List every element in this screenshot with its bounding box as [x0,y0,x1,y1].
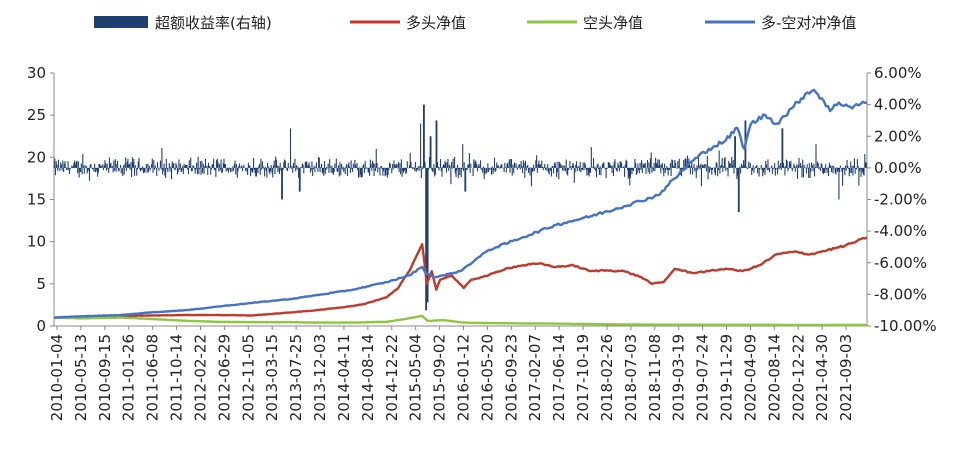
x-ticks: 2010-01-04 2010-05-13 2010-09-15 2011-01-26… [48,326,855,421]
x-tick-label: 2014-04-11 [335,334,353,421]
x-tick-label: 2013-07-25 [287,334,305,421]
right-y-tick-label: -8.00% [874,285,927,303]
legend-item-hedge-nav[interactable]: 多-空对冲净值 [705,14,856,32]
x-tick-label: 2016-05-20 [478,334,496,421]
x-tick-label: 2018-11-08 [646,334,664,421]
left-y-tick-label: 10 [27,233,46,251]
x-tick-label: 2010-09-15 [96,334,114,421]
x-tick-label: 2020-04-09 [741,334,759,421]
x-tick-label: 2015-09-02 [431,334,449,421]
legend-item-long-nav[interactable]: 多头净值 [350,14,466,32]
x-tick-label: 2020-08-14 [765,334,783,421]
left-y-tick-label: 25 [27,106,46,124]
excess-return-bars [53,104,867,311]
right-y-tick-label: 4.00% [874,96,922,114]
x-tick-label: 2020-12-22 [789,334,807,421]
x-tick-label: 2017-10-19 [574,334,592,421]
right-y-tick-label: -6.00% [874,254,927,272]
right-y-tick-label: 6.00% [874,64,922,82]
legend-item-excess-return[interactable]: 超额收益率(右轴) [94,14,272,32]
x-tick-label: 2010-01-04 [48,334,66,421]
x-tick-label: 2019-03-19 [670,334,688,421]
legend-label-hedge-nav: 多-空对冲净值 [761,14,856,32]
x-tick-label: 2012-02-22 [191,334,209,421]
x-tick-label: 2018-07-03 [622,334,640,421]
x-tick-label: 2016-09-23 [502,334,520,421]
left-y-ticks: 0 5 10 15 20 25 30 [27,64,54,335]
x-tick-label: 2012-11-05 [239,334,257,421]
series-line-short-nav [53,314,867,327]
x-tick-label: 2011-06-08 [144,334,162,421]
right-y-ticks: -10.00% -8.00% -6.00% -4.00% -2.00% 0.00% 2.00… [867,64,937,335]
right-y-tick-label: -10.00% [874,317,937,335]
series-line-hedge-nav [54,88,868,319]
left-y-tick-label: 0 [36,317,46,335]
right-y-tick-label: -4.00% [874,222,927,240]
x-tick-label: 2019-11-29 [718,334,736,421]
left-y-tick-label: 30 [27,64,46,82]
x-tick-label: 2013-03-15 [263,334,281,421]
x-tick-label: 2011-10-14 [168,334,186,421]
right-y-tick-label: -2.00% [874,191,927,209]
series-line-long-nav [54,236,868,319]
legend: 超额收益率(右轴) 多头净值 空头净值 多-空对冲净值 [94,14,856,32]
x-tick-label: 2013-12-03 [311,334,329,421]
x-tick-label: 2012-06-29 [215,334,233,421]
x-tick-label: 2010-05-13 [72,334,90,421]
left-y-tick-label: 15 [27,191,46,209]
legend-swatch-excess-return [94,16,148,28]
x-tick-label: 2017-02-07 [526,334,544,421]
x-tick-label: 2021-04-30 [813,334,831,421]
x-tick-label: 2016-01-12 [455,334,473,421]
legend-label-long-nav: 多头净值 [406,14,466,32]
x-tick-label: 2015-05-04 [407,334,425,421]
x-tick-label: 2017-06-14 [550,334,568,421]
legend-label-short-nav: 空头净值 [583,14,643,32]
nav-lines [53,88,868,327]
x-tick-label: 2014-08-14 [359,334,377,421]
x-tick-label: 2019-07-24 [694,334,712,421]
right-y-tick-label: 2.00% [874,127,922,145]
x-tick-label: 2014-12-22 [383,334,401,421]
legend-item-short-nav[interactable]: 空头净值 [527,14,643,32]
x-tick-label: 2011-01-26 [120,334,138,421]
left-y-tick-label: 20 [27,148,46,166]
left-y-tick-label: 5 [36,275,46,293]
x-tick-label: 2021-09-03 [837,334,855,421]
x-tick-label: 2018-02-26 [598,334,616,421]
legend-label-excess-return: 超额收益率(右轴) [155,14,272,32]
right-y-tick-label: 0.00% [874,159,922,177]
